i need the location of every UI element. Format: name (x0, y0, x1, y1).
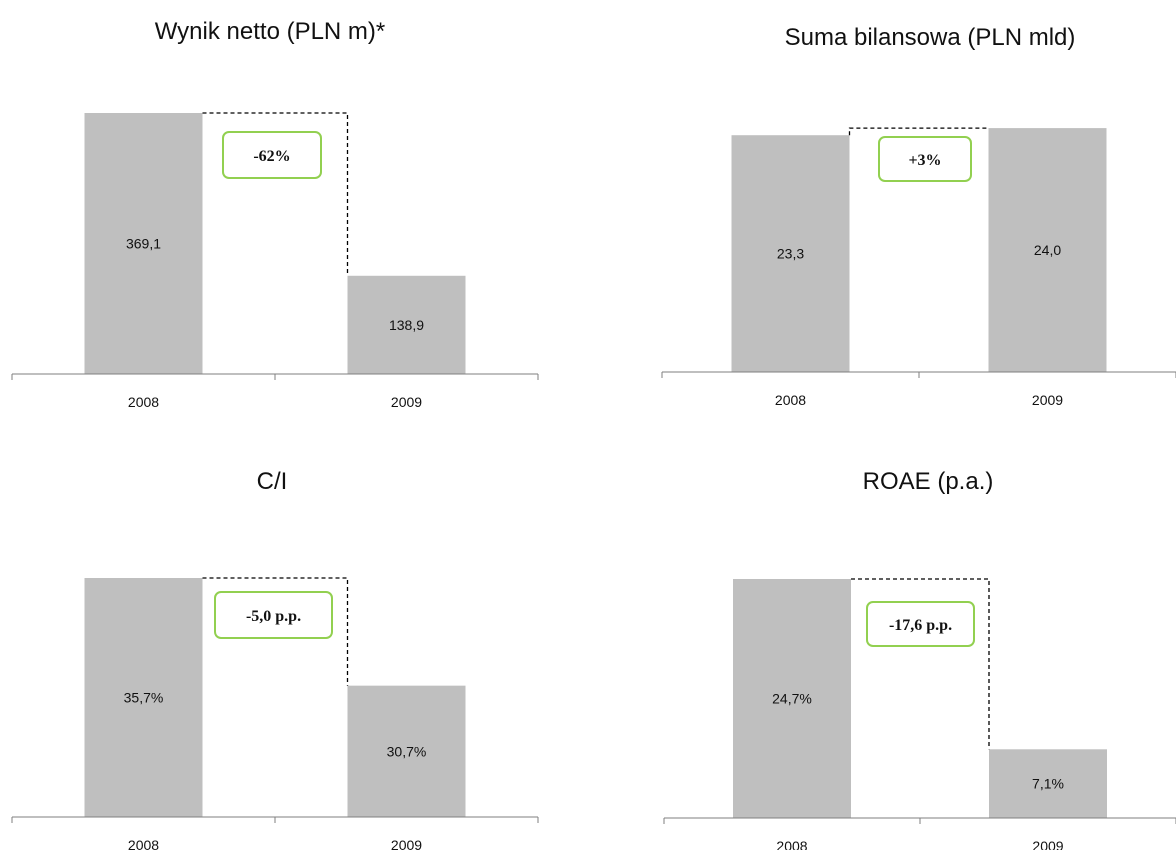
change-badge (878, 136, 972, 182)
bar-value-label: 24,7% (772, 691, 812, 707)
bar-value-label: 35,7% (124, 690, 164, 706)
change-connector (202, 112, 349, 276)
bar (989, 749, 1107, 818)
change-badge-label: -17,6 p.p. (889, 617, 952, 634)
change-badge-label: -62% (253, 148, 290, 165)
bar (988, 128, 1107, 372)
bar (733, 579, 851, 818)
bar-value-label: 23,3 (777, 246, 804, 262)
change-badge (866, 601, 975, 647)
bar-value-label: 24,0 (1034, 242, 1061, 258)
chart-title: C/I (256, 468, 288, 495)
chart-title: Suma bilansowa (PLN mld) (784, 24, 1076, 51)
bar-value-label: 30,7% (387, 743, 427, 759)
chart-title: ROAE (p.a.) (862, 468, 994, 495)
bar-value-label: 138,9 (389, 317, 424, 333)
change-badge (222, 131, 322, 179)
category-tick-label: 2008 (776, 838, 807, 850)
change-connector (851, 578, 990, 750)
bar (84, 578, 203, 817)
category-tick-label: 2008 (128, 837, 159, 850)
change-connector (848, 127, 989, 136)
category-tick-label: 2009 (1032, 838, 1063, 850)
bar (84, 113, 203, 374)
bar-value-label: 7,1% (1032, 776, 1064, 792)
change-badge-label: +3% (908, 152, 941, 169)
change-badge (214, 591, 333, 639)
category-tick-label: 2009 (391, 837, 422, 850)
category-tick-label: 2008 (775, 392, 806, 408)
bar (347, 685, 466, 817)
category-tick-label: 2009 (1032, 392, 1063, 408)
chart-title: Wynik netto (PLN m)* (154, 18, 386, 45)
change-badge-label: -5,0 p.p. (246, 608, 301, 625)
bar (731, 135, 850, 372)
bar-value-label: 369,1 (126, 236, 161, 252)
category-tick-label: 2009 (391, 394, 422, 410)
bar (347, 275, 466, 374)
category-tick-label: 2008 (128, 394, 159, 410)
